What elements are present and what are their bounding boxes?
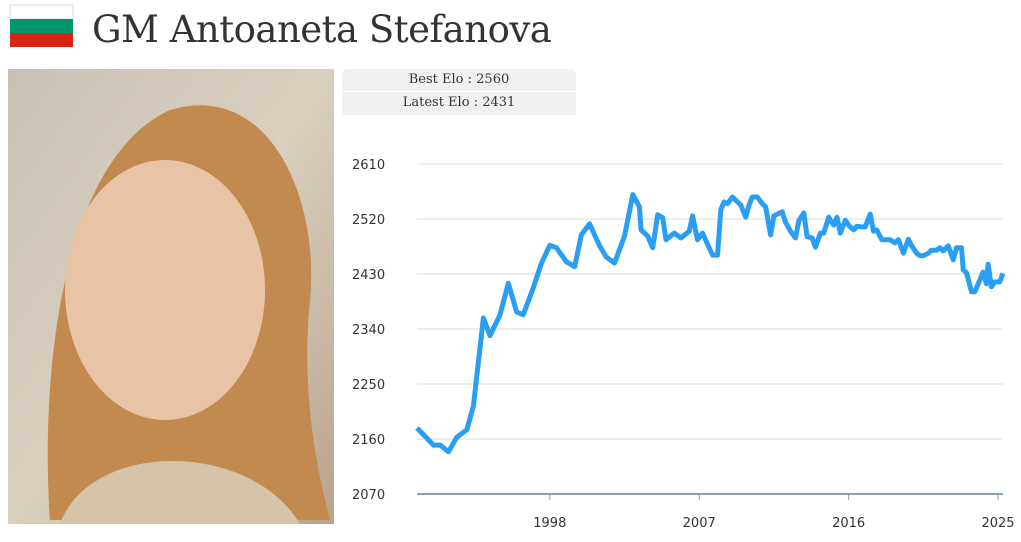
info-value: 2431 [482, 95, 516, 110]
x-tick-label: 1998 [533, 516, 566, 531]
info-label: Latest Elo : [402, 95, 479, 110]
y-tick-label: 2160 [352, 433, 385, 448]
photo [8, 69, 334, 524]
y-tick-label: 2610 [352, 158, 385, 173]
x-tick-label: 2025 [981, 516, 1014, 531]
y-tick-label: 2070 [352, 488, 385, 503]
x-tick-label: 2007 [683, 516, 716, 531]
y-tick-label: 2340 [352, 323, 385, 338]
info-row: Best Elo : 2560 [342, 69, 576, 91]
player-name: GM Antoaneta Stefanova [92, 8, 552, 51]
info-value: 2560 [476, 72, 510, 87]
elo-info: Best Elo : 2560 Latest Elo : 2431 [342, 69, 576, 115]
info-label: Best Elo : [408, 72, 473, 87]
info-row: Latest Elo : 2431 [342, 91, 576, 114]
y-tick-label: 2430 [352, 268, 385, 283]
x-tick-label: 2016 [832, 516, 865, 531]
y-tick-label: 2520 [352, 213, 385, 228]
flag [9, 4, 74, 47]
elo-line [415, 192, 1006, 455]
y-tick-label: 2250 [352, 378, 385, 393]
